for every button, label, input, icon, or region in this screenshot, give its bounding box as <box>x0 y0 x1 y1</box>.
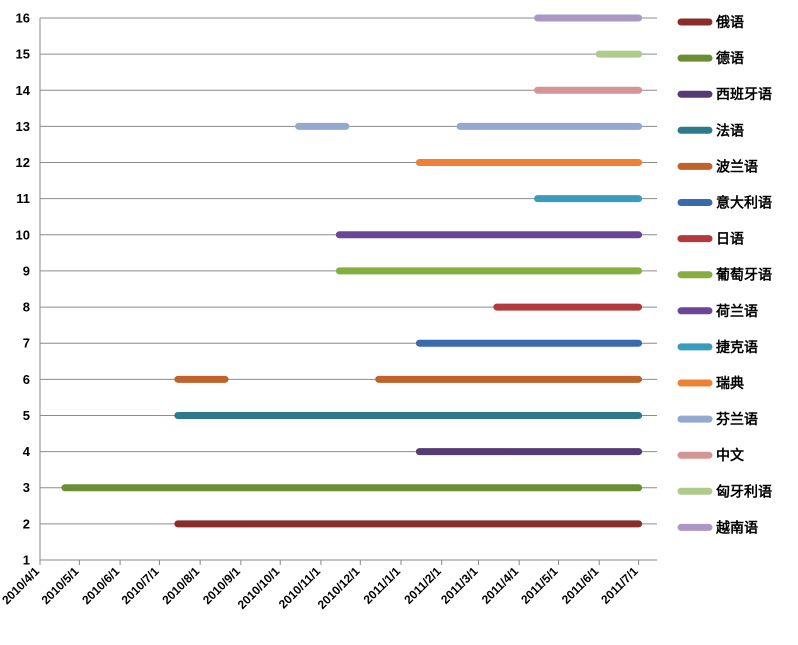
y-tick-label: 4 <box>23 444 31 459</box>
x-tick-label: 2011/2/1 <box>401 564 444 607</box>
x-tick-label: 2011/3/1 <box>438 564 481 607</box>
legend-label: 芬兰语 <box>715 411 758 428</box>
y-tick-label: 10 <box>16 227 30 242</box>
legend-label: 匈牙利语 <box>716 483 772 500</box>
legend-label: 日语 <box>716 232 744 248</box>
legend: 俄语德语西班牙语法语波兰语意大利语日语葡萄牙语荷兰语捷克语瑞典芬兰语中文匈牙利语… <box>677 14 772 536</box>
x-tick-label: 2011/7/1 <box>598 564 641 607</box>
y-tick-label: 11 <box>16 191 30 206</box>
legend-label: 捷克语 <box>716 339 758 356</box>
y-tick-label: 14 <box>16 83 31 98</box>
legend-label: 中文 <box>716 447 745 464</box>
legend-label: 越南语 <box>715 519 758 536</box>
y-tick-label: 16 <box>16 11 30 26</box>
legend-label: 瑞典 <box>716 375 744 392</box>
y-tick-label: 6 <box>23 372 30 387</box>
x-tick-label: 2010/10/1 <box>235 564 283 612</box>
x-tick-label: 2011/4/1 <box>479 564 522 607</box>
x-tick-label: 2010/8/1 <box>159 564 202 607</box>
y-tick-label: 1 <box>23 553 30 568</box>
y-tick-label: 5 <box>23 408 30 423</box>
y-tick-label: 15 <box>16 47 30 62</box>
x-tick-label: 2011/6/1 <box>559 564 602 607</box>
legend-label: 葡萄牙语 <box>715 267 772 284</box>
x-tick-label: 2010/7/1 <box>119 564 162 607</box>
x-tick-label: 2011/1/1 <box>361 564 404 607</box>
legend-label: 西班牙语 <box>716 86 772 103</box>
y-tick-label: 8 <box>23 300 30 315</box>
x-tick-label: 2010/6/1 <box>79 564 122 607</box>
range-bars <box>61 14 643 528</box>
legend-label: 法语 <box>716 122 744 139</box>
y-tick-label: 7 <box>23 336 30 351</box>
y-tick-label: 2 <box>23 516 30 531</box>
y-tick-label: 12 <box>16 155 30 170</box>
x-tick-label: 2011/5/1 <box>518 564 561 607</box>
x-tick-label: 2010/12/1 <box>315 564 363 612</box>
x-tick-labels: 2010/4/12010/5/12010/6/12010/7/12010/8/1… <box>0 560 641 612</box>
y-tick-label: 13 <box>16 119 30 134</box>
legend-label: 意大利语 <box>716 195 772 212</box>
y-tick-label: 3 <box>23 480 30 495</box>
legend-label: 波兰语 <box>716 158 758 175</box>
legend-label: 德语 <box>716 50 744 67</box>
x-tick-label: 2010/4/1 <box>0 564 42 607</box>
x-tick-label: 2010/5/1 <box>39 564 82 607</box>
legend-label: 荷兰语 <box>715 303 758 320</box>
y-tick-label: 9 <box>23 263 30 278</box>
axes <box>39 18 657 561</box>
legend-label: 俄语 <box>715 14 744 31</box>
